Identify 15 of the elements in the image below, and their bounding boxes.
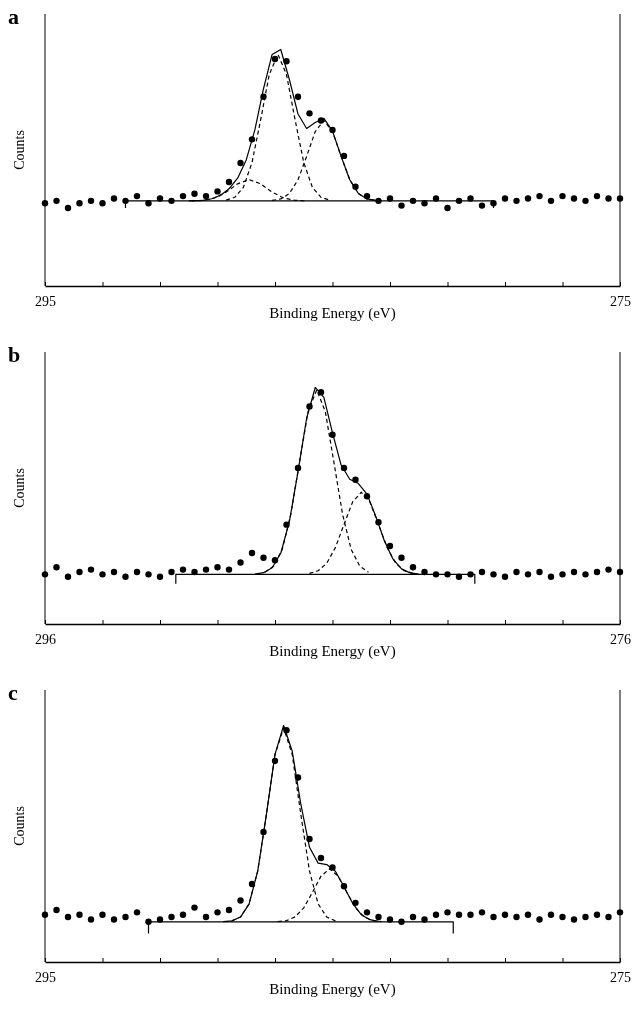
x-tick-label: 296 — [35, 631, 56, 647]
y-axis-title: Counts — [12, 468, 27, 508]
x-tick-label: 275 — [610, 969, 631, 985]
chart-title: c — [8, 680, 18, 705]
x-tick-label: 276 — [610, 631, 631, 647]
y-axis-title: Counts — [12, 130, 27, 170]
chart-title: a — [8, 4, 19, 29]
x-tick-label: 275 — [610, 293, 631, 309]
chart-title: b — [8, 342, 21, 367]
x-axis-title: Binding Energy (eV) — [269, 643, 396, 660]
x-axis-title: Binding Energy (eV) — [269, 981, 396, 998]
x-tick-label: 295 — [35, 969, 56, 985]
y-axis-title: Counts — [12, 806, 27, 846]
x-axis-title: Binding Energy (eV) — [269, 305, 396, 322]
x-tick-label: 295 — [35, 293, 56, 309]
